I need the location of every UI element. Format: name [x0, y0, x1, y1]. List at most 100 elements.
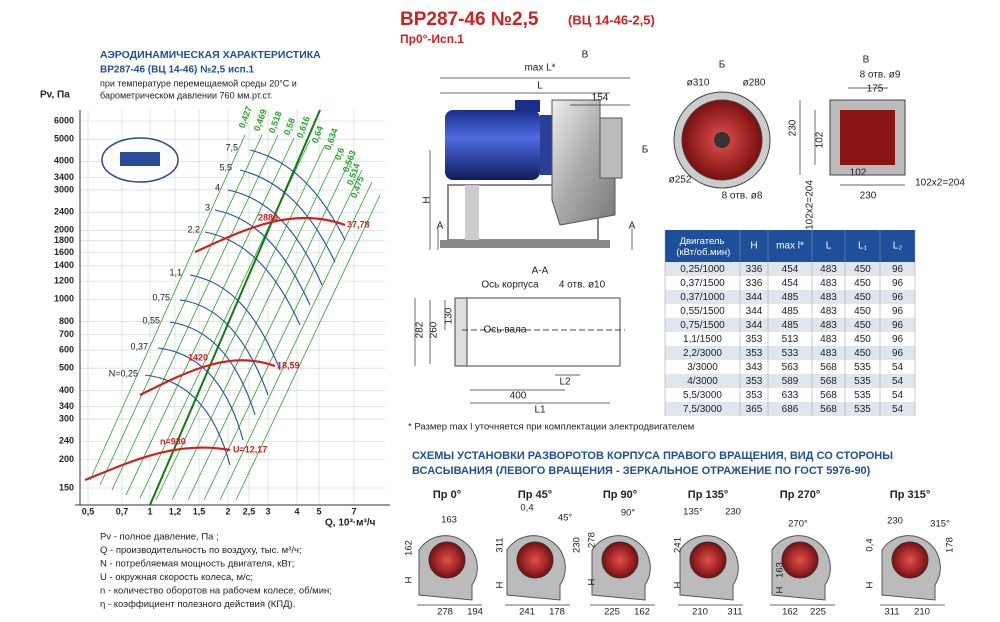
- table-cell: 353: [746, 348, 763, 359]
- table-cell: 535: [854, 404, 871, 415]
- scheme-dim: 162: [404, 540, 415, 556]
- table-cell: 96: [892, 278, 904, 289]
- section-dim: 4 отв. ø10: [559, 280, 606, 291]
- y-tick-label: 600: [59, 344, 74, 354]
- scheme-dim: 162: [782, 607, 798, 618]
- table-cell: 483: [820, 306, 837, 317]
- y-tick-label: 2400: [54, 207, 74, 217]
- table-cell: 4/3000: [687, 376, 718, 387]
- scheme-dim: H: [404, 576, 415, 583]
- y-tick-label: 800: [59, 316, 74, 326]
- table-cell: 483: [820, 264, 837, 275]
- table-cell: 54: [892, 390, 904, 401]
- title: ВР287-46 №2,5: [400, 9, 539, 30]
- power-label: 2,2: [187, 224, 200, 234]
- scheme-dim: 311: [884, 607, 899, 618]
- table-cell: 1,1/1500: [683, 334, 722, 345]
- y-tick-label: 1600: [54, 247, 74, 257]
- table-cell: 336: [746, 278, 763, 289]
- table-grid: [664, 230, 916, 416]
- v-dim: 102: [850, 168, 867, 179]
- section-dim: Ось вала: [484, 325, 527, 336]
- table-cell: 0,75/1500: [680, 320, 725, 331]
- subtitle: Пр0°-Исп.1: [400, 32, 464, 46]
- legend-line: U - окружная скорость колеса, м/с;: [100, 572, 253, 583]
- table-cell: 450: [854, 292, 871, 303]
- scheme-dim: 241: [519, 607, 535, 618]
- scheme-drawings: [417, 535, 945, 606]
- y-tick-label: 1400: [54, 260, 74, 270]
- v-dim: 102x2=204: [915, 178, 965, 189]
- table-cell: 568: [820, 404, 837, 415]
- section-aa: [414, 297, 625, 404]
- y-tick-label: 3400: [54, 172, 74, 182]
- scheme-dim: H: [495, 581, 506, 588]
- table-cell: 353: [746, 376, 763, 387]
- scheme-label: Пр 90°: [603, 489, 637, 501]
- table-cell: 568: [820, 376, 837, 387]
- table-cell: 450: [854, 278, 871, 289]
- table-cell: 450: [854, 264, 871, 275]
- table-cell: 454: [782, 278, 799, 289]
- title-note: (ВЦ 14-46-2,5): [568, 12, 655, 27]
- scheme-dim: 135°: [683, 507, 703, 518]
- scheme-dim: 162: [634, 607, 650, 618]
- v-dim: 102x2=204: [805, 180, 816, 230]
- table-cell: 450: [854, 348, 871, 359]
- x-tick-label: 2,5: [243, 506, 256, 516]
- y-tick-label: 200: [59, 454, 74, 464]
- scheme-dim: H: [865, 581, 876, 588]
- schemes-title: СХЕМЫ УСТАНОВКИ РАЗВОРОТОВ КОРПУСА ПРАВО…: [412, 450, 893, 462]
- table-cell: 2,2/3000: [683, 348, 722, 359]
- table-cell: 483: [820, 320, 837, 331]
- power-label: 4: [215, 182, 220, 192]
- y-tick-label: 1800: [54, 235, 74, 245]
- table-cell: 568: [820, 362, 837, 373]
- v-dim: 102: [815, 131, 826, 148]
- table-header: Двигатель (кВт/об.мин): [674, 236, 731, 258]
- power-label: 0,37: [130, 341, 148, 351]
- x-tick-label: 1: [147, 506, 152, 516]
- table-cell: 686: [782, 404, 799, 415]
- scheme-dim: 311: [495, 537, 506, 552]
- table-cell: 485: [782, 320, 799, 331]
- v-dim: 230: [788, 119, 799, 136]
- table-cell: 633: [782, 390, 799, 401]
- table-cell: 535: [854, 362, 871, 373]
- power-label: 0,55: [142, 315, 160, 325]
- section-dim: 400: [510, 391, 527, 402]
- b-dim: ø310: [687, 78, 710, 89]
- table-cell: 96: [892, 320, 904, 331]
- section-dim: L2: [559, 377, 571, 388]
- main-dim: H: [422, 196, 433, 203]
- badge: [101, 137, 179, 183]
- table-cell: 353: [746, 334, 763, 345]
- x-tick-label: 0,7: [116, 506, 129, 516]
- b-dim: ø252: [669, 175, 692, 186]
- speed-label: U=12,17: [233, 444, 267, 454]
- table-row-bg: [665, 346, 915, 360]
- table-cell: 454: [782, 264, 799, 275]
- power-label: 1,1: [169, 267, 182, 277]
- main-dim: А: [629, 221, 636, 232]
- table-cell: 336: [746, 264, 763, 275]
- legend-line: N - потребляемая мощность двигателя, кВт…: [100, 559, 294, 570]
- x-tick-label: 2: [225, 506, 230, 516]
- table-cell: 568: [820, 390, 837, 401]
- table-cell: 485: [782, 306, 799, 317]
- drawing-v: [799, 87, 906, 186]
- scheme-wheel: [689, 541, 727, 579]
- table-cell: 0,55/1500: [680, 306, 725, 317]
- scheme-dim: 45°: [558, 513, 573, 524]
- table-cell: 5,5/3000: [683, 390, 722, 401]
- main-drawing: [429, 77, 633, 250]
- scheme-label: Пр 0°: [433, 489, 461, 501]
- table-cell: 485: [782, 292, 799, 303]
- scheme-dim: 278: [437, 607, 453, 618]
- y-tick-label: 400: [59, 385, 74, 395]
- table-cell: 96: [892, 264, 904, 275]
- scheme-dim: 311: [727, 607, 742, 618]
- scheme-dim: 163: [775, 562, 786, 578]
- table-cell: 483: [820, 292, 837, 303]
